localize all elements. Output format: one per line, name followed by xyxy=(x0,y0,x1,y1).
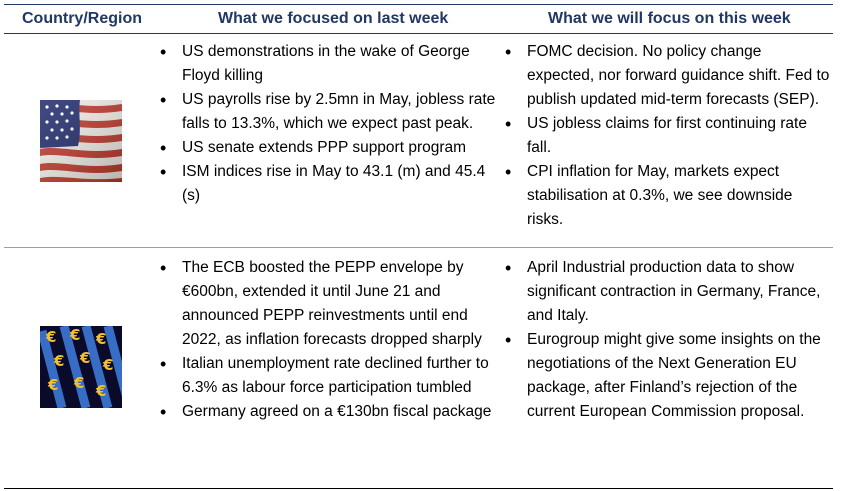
list-item: ISM indices rise in May to 43.1 (m) and … xyxy=(160,160,500,208)
svg-text:€: € xyxy=(95,330,106,348)
svg-text:€: € xyxy=(79,349,90,367)
euro-symbols-icon: € € € € € € € € € xyxy=(40,326,122,408)
list-item: Germany agreed on a €130bn fiscal packag… xyxy=(160,400,500,424)
list-item: US jobless claims for first continuing r… xyxy=(505,112,830,160)
this-week-list-us: FOMC decision. No policy change expected… xyxy=(505,40,830,232)
this-week-list-euro-area: April Industrial production data to show… xyxy=(505,256,830,424)
svg-text:€: € xyxy=(53,352,64,370)
header-last-week: What we focused on last week xyxy=(218,10,449,27)
svg-text:€: € xyxy=(95,382,106,400)
list-item: The ECB boosted the PEPP envelope by €60… xyxy=(160,256,500,352)
last-week-list-us: US demonstrations in the wake of George … xyxy=(160,40,500,208)
us-flag-icon xyxy=(40,100,122,182)
header-country-region: Country/Region xyxy=(22,10,142,27)
svg-text:€: € xyxy=(73,374,84,392)
header-this-week: What we will focus on this week xyxy=(548,10,791,27)
list-item: CPI inflation for May, markets expect st… xyxy=(505,160,830,232)
list-item: US senate extends PPP support program xyxy=(160,136,500,160)
svg-text:€: € xyxy=(47,376,58,394)
list-item: FOMC decision. No policy change expected… xyxy=(505,40,830,112)
list-item: US payrolls rise by 2.5mn in May, jobles… xyxy=(160,88,500,136)
svg-text:€: € xyxy=(45,328,56,346)
list-item: Eurogroup might give some insights on th… xyxy=(505,328,830,424)
table-row-euro-area: € € € € € € € € € The ECB boosted the PE… xyxy=(4,248,833,489)
table-header: Country/Region What we focused on last w… xyxy=(4,4,833,34)
svg-text:€: € xyxy=(102,356,113,374)
last-week-list-euro-area: The ECB boosted the PEPP envelope by €60… xyxy=(160,256,500,424)
svg-text:€: € xyxy=(69,326,80,344)
list-item: US demonstrations in the wake of George … xyxy=(160,40,500,88)
table-row-us: US demonstrations in the wake of George … xyxy=(4,32,833,248)
list-item: April Industrial production data to show… xyxy=(505,256,830,328)
list-item: Italian unemployment rate declined furth… xyxy=(160,352,500,400)
